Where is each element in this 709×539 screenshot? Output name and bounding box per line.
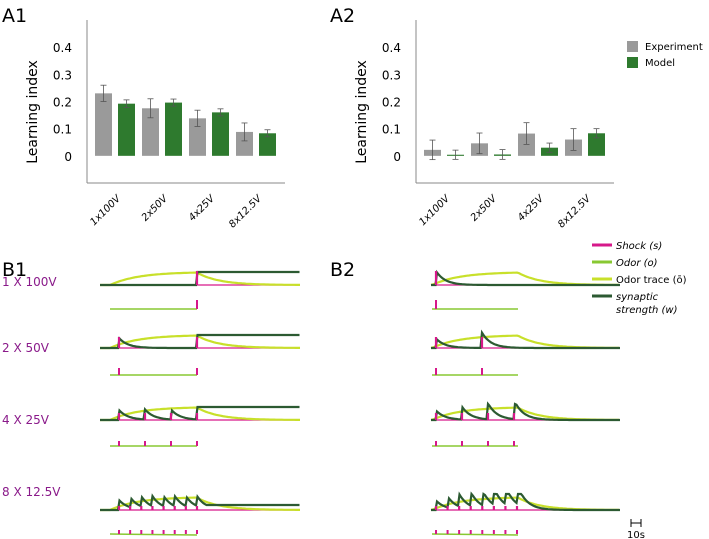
a1-x-tick-label: 8x12.5V: [227, 193, 265, 231]
legend-label-experiment: Experiment: [645, 42, 703, 53]
panel-label-b2: B2: [330, 259, 355, 281]
a2-y-tick-label: 0.3: [382, 68, 401, 82]
b1-odor-bar: [109, 533, 198, 536]
scale-bar-label: 10s: [627, 530, 645, 539]
panel-a1: A1 Learning index 0.4 0.3 0.2 0.1 0 1x100V 2x5…: [2, 5, 285, 230]
b2-synaptic-strength-curve: [431, 491, 620, 512]
b2-traces: [430, 269, 620, 536]
a1-bar-experiment: [189, 118, 206, 156]
panel-b1: B1 1 X 100V 2 X 50V 4 X 25V 8 X 12.5V: [2, 259, 300, 536]
a1-bar-model: [259, 133, 276, 156]
a1-bar-experiment: [236, 131, 253, 156]
b1-synaptic-strength-curve: [100, 333, 300, 350]
a1-y-tick-label: 0.3: [53, 68, 72, 82]
a1-y-tick-label: 0.4: [53, 41, 72, 55]
b1-odor-trace-curve: [100, 334, 300, 350]
a2-y-tick-label: 0.2: [382, 96, 401, 110]
a2-bars: [424, 122, 605, 161]
legend-label-odor-trace: Odor trace (ō): [616, 275, 687, 286]
legend-swatch-experiment: [627, 41, 638, 52]
b1-odor-trace-curve: [100, 271, 300, 287]
a2-axes: 0.4 0.3 0.2 0.1 0 1x100V 2x50V 4x25V 8x12.5V: [382, 20, 614, 230]
a1-bar-model: [165, 102, 182, 156]
a1-y-axis-label: Learning index: [25, 60, 41, 164]
trace-legend: Shock (s) Odor (o) Odor trace (ō) synapt…: [592, 241, 687, 316]
a1-bar-experiment: [95, 93, 112, 156]
b1-synaptic-strength-curve: [100, 493, 300, 512]
a2-x-tick-label: 2x50V: [469, 193, 500, 224]
a2-x-tick-label: 8x12.5V: [556, 193, 594, 231]
legend-label-synaptic-1: synaptic: [616, 292, 659, 303]
legend-label-model: Model: [645, 58, 675, 69]
a2-x-tick-label: 1x100V: [417, 193, 453, 229]
panel-label-a2: A2: [330, 5, 355, 27]
time-scale-bar: 10s: [627, 519, 645, 539]
a1-x-tick-label: 1x100V: [88, 193, 124, 229]
a1-y-tick-label: 0.1: [53, 123, 72, 137]
a1-bar-model: [212, 112, 229, 156]
legend-label-shock: Shock (s): [616, 241, 662, 252]
panel-a2: A2 Learning index 0.4 0.3 0.2 0.1 0 1x100V 2x5…: [330, 5, 703, 230]
b1-synaptic-strength-curve: [100, 270, 300, 287]
panel-b2: B2: [330, 259, 620, 536]
a1-y-tick-label: 0.2: [53, 96, 72, 110]
b1-traces: [100, 270, 300, 536]
panel-label-b1: B1: [2, 259, 27, 281]
b1-synaptic-strength-curve: [100, 405, 300, 422]
a2-legend: Experiment Model: [627, 41, 703, 69]
b1-row-label-3: 4 X 25V: [2, 413, 50, 427]
a1-bar-experiment: [142, 108, 159, 156]
b1-odor-trace-curve: [100, 406, 300, 422]
a2-bar-model: [588, 133, 605, 156]
a1-bars: [95, 84, 276, 156]
legend-swatch-model: [627, 57, 638, 68]
legend-label-odor: Odor (o): [616, 258, 658, 269]
b2-synaptic-strength-curve: [431, 329, 620, 350]
b1-row-label-2: 2 X 50V: [2, 341, 50, 355]
a1-x-tick-label: 4x25V: [187, 193, 218, 224]
b2-synaptic-strength-curve: [431, 269, 620, 287]
a2-y-tick-label: 0.4: [382, 41, 401, 55]
a1-bar-model: [118, 103, 135, 156]
panel-label-a1: A1: [2, 5, 27, 27]
a1-y-tick-label: 0: [64, 150, 72, 164]
a2-y-tick-label: 0.1: [382, 123, 401, 137]
b2-synaptic-strength-curve: [431, 401, 620, 422]
a2-y-tick-label: 0: [393, 150, 401, 164]
legend-label-synaptic-2: strength (w): [616, 305, 678, 316]
b2-odor-bar: [431, 533, 519, 536]
b2-odor-trace-curve: [430, 334, 619, 350]
a2-x-tick-label: 4x25V: [516, 193, 547, 224]
b1-row-label-4: 8 X 12.5V: [2, 485, 61, 499]
b1-row-label-1: 1 X 100V: [2, 275, 57, 289]
a2-y-axis-label: Learning index: [354, 60, 370, 164]
a1-x-tick-label: 2x50V: [140, 193, 171, 224]
